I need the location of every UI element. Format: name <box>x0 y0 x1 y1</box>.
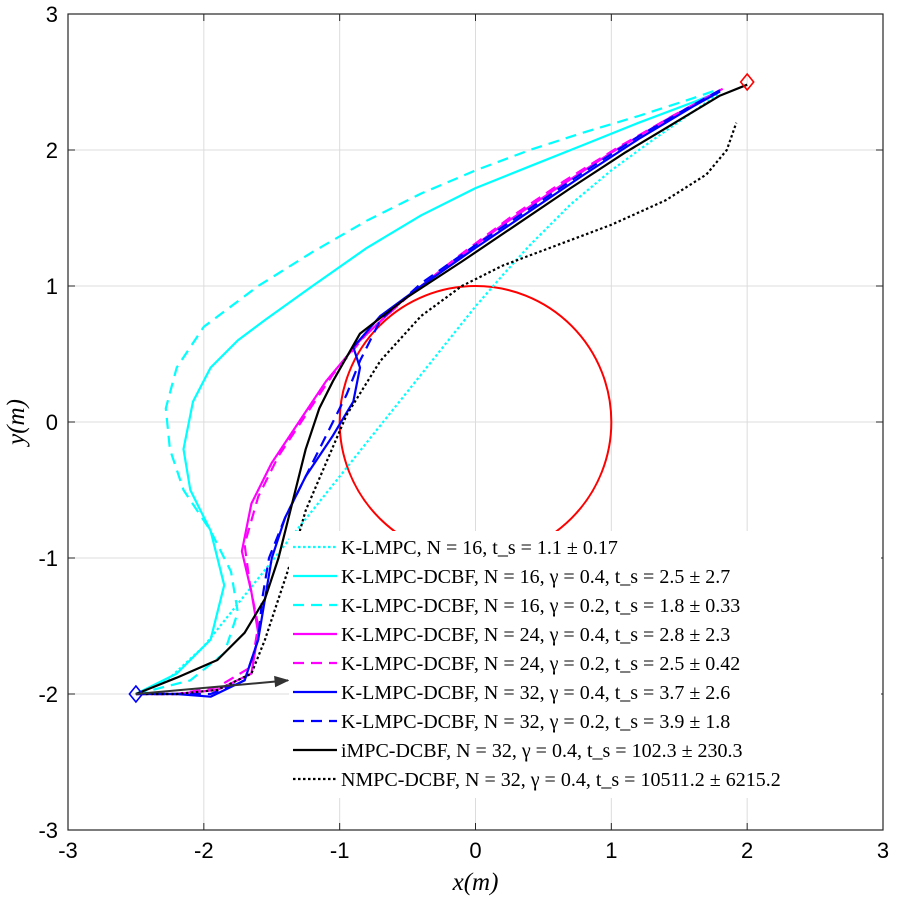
y-tick-label: 2 <box>46 138 58 163</box>
legend-label-1: K-LMPC, N = 16, t_s = 1.1 ± 0.17 <box>341 537 618 559</box>
goal-marker <box>739 72 755 92</box>
legend-label-2: K-LMPC-DCBF, N = 16, γ = 0.4, t_s = 2.5 … <box>341 566 730 588</box>
series-line-4 <box>135 89 721 696</box>
y-tick-label: -3 <box>38 818 58 843</box>
series-line-9 <box>135 122 738 696</box>
series-line-5 <box>135 87 724 696</box>
series-line-2 <box>135 90 721 695</box>
heading-arrow-shaft <box>135 679 289 695</box>
x-tick-label: -2 <box>194 838 214 863</box>
marker-layer <box>128 72 755 704</box>
legend-box <box>289 531 881 798</box>
series-line-6 <box>135 90 721 698</box>
y-tick-label: 1 <box>46 274 58 299</box>
x-tick-label: -1 <box>330 838 350 863</box>
y-tick-label: 3 <box>46 2 58 27</box>
y-tick-label: -2 <box>38 682 58 707</box>
legend-label-7: K-LMPC-DCBF, N = 32, γ = 0.2, t_s = 3.9 … <box>341 711 730 733</box>
y-axis-label: y(m) <box>3 399 30 448</box>
x-tick-label: 1 <box>605 838 617 863</box>
series-line-1 <box>135 91 721 695</box>
x-tick-label: 0 <box>469 838 481 863</box>
legend-label-3: K-LMPC-DCBF, N = 16, γ = 0.2, t_s = 1.8 … <box>341 595 740 617</box>
heading-arrow-head <box>274 675 290 688</box>
plot-frame <box>67 13 884 831</box>
start-marker <box>128 684 144 704</box>
legend-label-6: K-LMPC-DCBF, N = 32, γ = 0.4, t_s = 3.7 … <box>341 682 730 704</box>
series-layer <box>135 83 748 698</box>
y-tick-labels: -3 -2 -1 0 1 2 3 <box>38 2 58 843</box>
legend-label-4: K-LMPC-DCBF, N = 24, γ = 0.4, t_s = 2.8 … <box>341 624 730 646</box>
series-line-3 <box>135 87 721 696</box>
legend-label-5: K-LMPC-DCBF, N = 24, γ = 0.2, t_s = 2.5 … <box>341 653 740 675</box>
x-axis-label: x(m) <box>452 869 499 896</box>
x-tick-labels: -3 -2 -1 0 1 2 3 <box>58 838 889 863</box>
x-tick-label: 2 <box>741 838 753 863</box>
series-line-7 <box>135 89 721 696</box>
y-tick-label: -1 <box>38 546 58 571</box>
x-tick-label: -3 <box>58 838 78 863</box>
legend-label-8: iMPC-DCBF, N = 32, γ = 0.4, t_s = 102.3 … <box>341 740 743 762</box>
legend-label-9: NMPC-DCBF, N = 32, γ = 0.4, t_s = 10511.… <box>341 769 781 791</box>
x-tick-label: 3 <box>877 838 889 863</box>
series-line-8 <box>135 83 748 696</box>
y-tick-label: 0 <box>46 410 58 435</box>
legend: K-LMPC, N = 16, t_s = 1.1 ± 0.17 K-LMPC-D… <box>289 531 881 798</box>
